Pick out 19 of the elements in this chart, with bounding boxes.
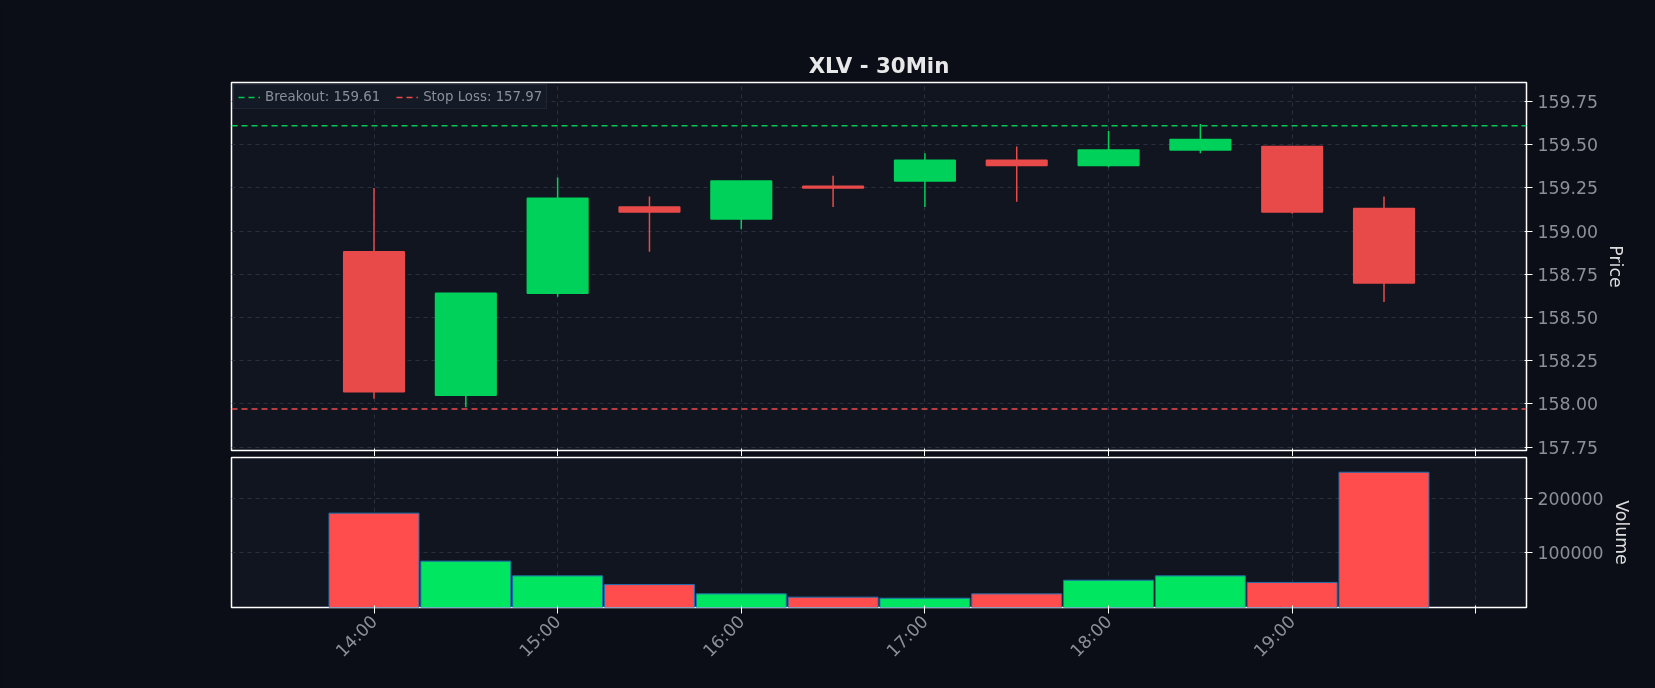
- legend-label: Stop Loss: 157.97: [423, 89, 543, 104]
- y-tick-label: 158.50: [1537, 307, 1599, 328]
- chart-title: XLV - 30Min: [808, 52, 950, 78]
- y-tick-label: 159.50: [1537, 135, 1599, 156]
- candlestick: [618, 195, 681, 253]
- candlestick: [985, 145, 1048, 203]
- y-tick-label: 158.75: [1537, 264, 1599, 285]
- y-tick-label: 100000: [1537, 543, 1604, 564]
- y-tick-label: 159.25: [1537, 178, 1599, 199]
- candlestick: [802, 175, 865, 208]
- y-tick-label: 158.00: [1537, 394, 1599, 415]
- y-axis-title: Volume: [1611, 500, 1632, 565]
- y-tick-label: 200000: [1537, 488, 1604, 509]
- y-tick-label: 159.75: [1537, 92, 1599, 112]
- legend-label: Breakout: 159.61: [265, 89, 381, 104]
- y-tick-label: 158.25: [1537, 351, 1599, 372]
- y-tick-label: 159.00: [1537, 221, 1599, 242]
- y-tick-label: 157.75: [1537, 437, 1599, 458]
- y-axis-title: Price: [1606, 245, 1627, 288]
